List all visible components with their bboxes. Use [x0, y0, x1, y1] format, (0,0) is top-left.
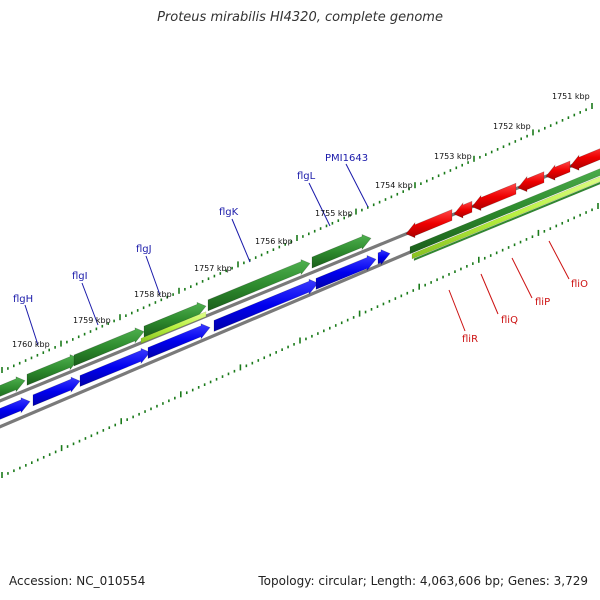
reverse-gene-arrow [377, 249, 391, 266]
red-gene-arrow [453, 200, 473, 219]
accession-text: Accession: NC_010554 [9, 574, 146, 588]
reverse-gene-arrow [79, 347, 151, 387]
gene-label-fliQ: fliQ [501, 315, 518, 326]
reverse-gene-arrow [32, 376, 81, 407]
gene-label-fliO: fliO [571, 279, 588, 290]
gene-label-PMI1643: PMI1643 [325, 153, 368, 164]
leader-line [548, 240, 570, 280]
forward-gene-arrow [73, 327, 145, 367]
leader-line [345, 163, 369, 208]
forward-gene-arrow [0, 376, 26, 397]
red-gene-arrow [545, 160, 571, 181]
genome-summary-text: Topology: circular; Length: 4,063,606 bp… [258, 574, 588, 588]
forward-gene-arrow [207, 259, 311, 312]
right-thin-bar [413, 181, 600, 261]
label-leader-lines [24, 163, 570, 346]
leader-line [145, 255, 161, 296]
forward-gene-arrow [311, 234, 372, 269]
gene-label-flgJ: flgJ [136, 244, 152, 255]
ruler-label: 1755 kbp [315, 209, 353, 218]
forward-gene-arrow [143, 301, 207, 338]
leader-line [448, 289, 466, 332]
ruler-label: 1753 kbp [434, 152, 472, 161]
ruler-label: 1754 kbp [375, 181, 413, 190]
ruler-label: 1752 kbp [493, 122, 531, 131]
gene-label-flgH: flgH [13, 294, 33, 305]
leader-line [308, 182, 331, 227]
red-gene-arrow [471, 182, 517, 212]
leader-line [24, 304, 39, 346]
ruler-ticks [1, 103, 599, 478]
light-feature-bar [140, 311, 207, 344]
red-gene-arrow [405, 209, 453, 239]
gene-features [0, 148, 600, 420]
right-green-bar [409, 168, 600, 255]
ruler-label: 1751 kbp [552, 92, 590, 101]
ruler-label: 1758 kbp [134, 290, 172, 299]
ruler-label: 1760 kbp [12, 340, 50, 349]
leader-line [511, 257, 533, 299]
gene-label-flgL: flgL [297, 171, 316, 182]
gene-label-flgK: flgK [219, 207, 239, 218]
ruler-label: 1757 kbp [194, 264, 232, 273]
reverse-gene-arrow [0, 397, 31, 420]
gene-labels: flgH flgI flgJ flgK flgL PMI1643 fliO fl… [13, 153, 588, 345]
reverse-gene-arrow [147, 323, 211, 359]
leader-line [480, 273, 499, 315]
map-title: Proteus mirabilis HI4320, complete genom… [157, 10, 443, 25]
right-light-bar [411, 176, 600, 260]
gene-label-flgI: flgI [72, 271, 88, 282]
red-gene-arrow [569, 148, 600, 171]
reverse-gene-arrow [315, 254, 377, 290]
leader-line [81, 282, 99, 326]
reverse-gene-arrow [213, 278, 319, 332]
leader-line [231, 218, 251, 263]
ruler-label: 1756 kbp [255, 237, 293, 246]
ruler-label: 1759 kbp [73, 316, 111, 325]
ruler-labels: 1751 kbp 1752 kbp 1753 kbp 1754 kbp 1755… [12, 92, 590, 349]
red-gene-arrow [517, 171, 545, 193]
gene-label-fliP: fliP [535, 297, 550, 308]
gene-label-fliR: fliR [462, 334, 478, 345]
